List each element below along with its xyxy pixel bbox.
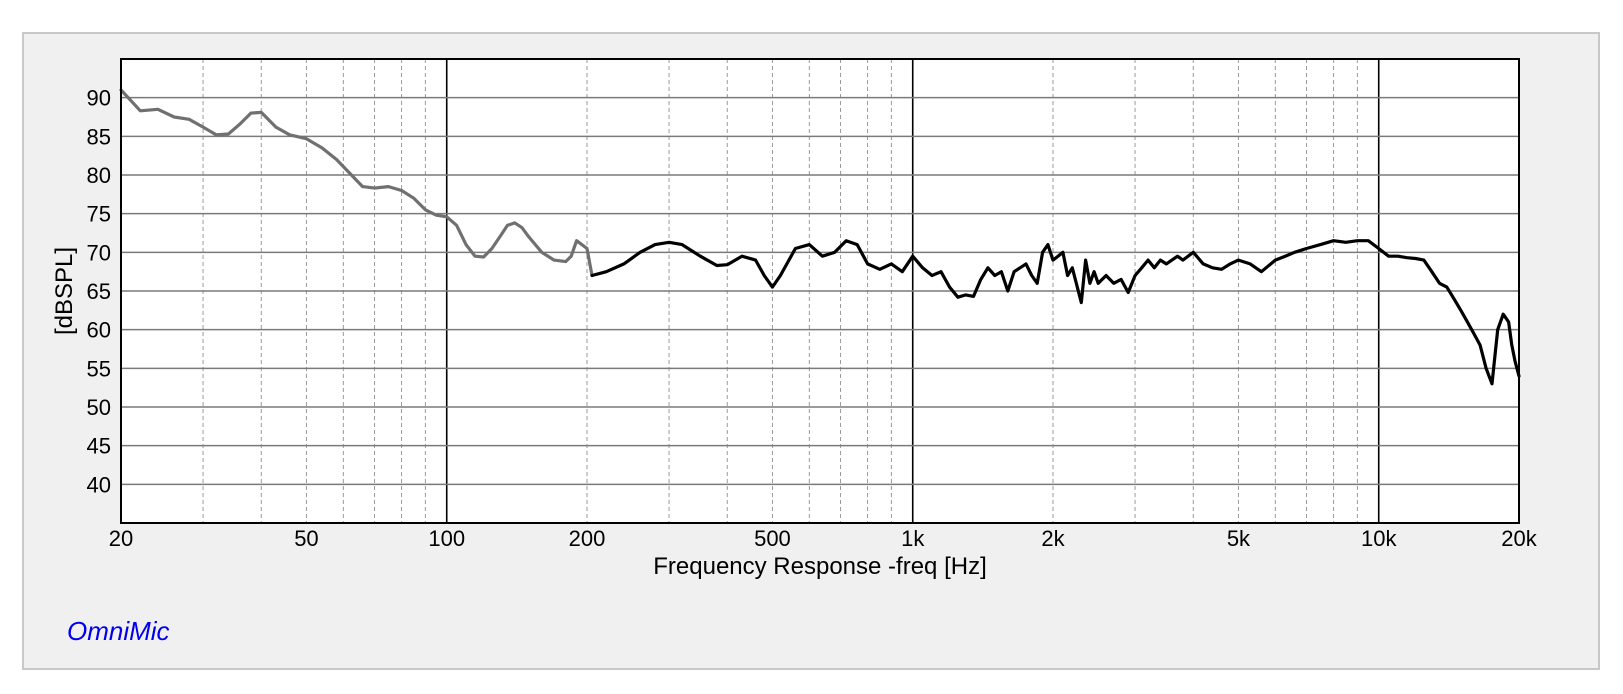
y-tick-label: 70	[87, 240, 111, 265]
x-tick-label: 20	[109, 526, 133, 551]
x-tick-label: 100	[428, 526, 465, 551]
x-tick-label: 2k	[1041, 526, 1065, 551]
x-tick-label: 1k	[901, 526, 925, 551]
y-tick-label: 65	[87, 279, 111, 304]
x-tick-label: 20k	[1501, 526, 1537, 551]
y-tick-label: 50	[87, 395, 111, 420]
y-tick-label: 80	[87, 163, 111, 188]
x-tick-label: 500	[754, 526, 791, 551]
y-tick-label: 75	[87, 202, 111, 227]
y-tick-label: 55	[87, 356, 111, 381]
x-axis-title: Frequency Response -freq [Hz]	[653, 553, 986, 580]
y-tick-label: 85	[87, 124, 111, 149]
x-tick-label: 5k	[1227, 526, 1251, 551]
brand-label: OmniMic	[67, 616, 170, 646]
x-tick-label: 50	[294, 526, 318, 551]
x-tick-label: 200	[569, 526, 606, 551]
y-tick-label: 40	[87, 472, 111, 497]
series-line-1	[119, 88, 594, 278]
y-axis-title: [dBSPL]	[51, 247, 78, 335]
series-line-2	[590, 239, 1521, 386]
x-tick-label: 10k	[1361, 526, 1397, 551]
y-tick-label: 60	[87, 318, 111, 343]
y-tick-label: 45	[87, 434, 111, 459]
y-tick-label: 90	[87, 86, 111, 111]
plot-frame	[120, 58, 1520, 524]
